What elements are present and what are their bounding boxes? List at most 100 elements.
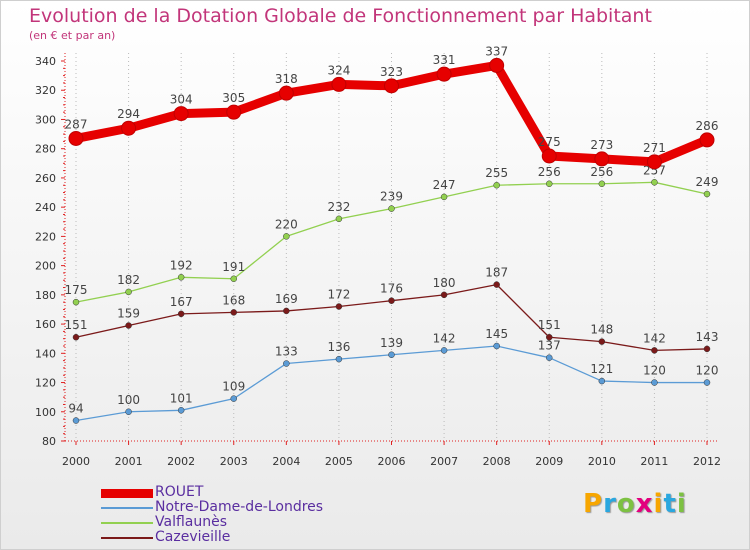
data-point [177,310,185,318]
data-label: 145 [485,327,508,341]
data-label: 94 [68,402,83,416]
data-label: 167 [170,295,193,309]
y-tick-label-220: 220 [35,230,56,243]
data-label: 294 [117,107,140,121]
data-point [546,180,553,188]
legend-label: Valflaunès [155,514,228,530]
legend-swatch [101,507,153,509]
data-point [72,417,80,424]
data-point [651,179,658,186]
data-point [177,407,185,414]
data-point [388,351,395,359]
data-label: 256 [538,165,561,179]
legend-label: ROUET [155,484,204,500]
data-label: 324 [327,63,350,77]
data-point [388,205,395,212]
data-label: 168 [222,293,245,307]
x-tick-label-2006: 2006 [378,455,406,468]
data-point [177,274,185,281]
data-label: 323 [380,65,403,79]
logo-letter: x [635,489,654,519]
data-label: 143 [696,330,719,344]
data-label: 136 [327,340,350,354]
data-point [440,193,448,201]
data-point [493,342,500,350]
y-tick-label-140: 140 [35,347,56,360]
data-point [125,322,132,329]
y-tick-label-200: 200 [35,260,56,273]
data-point [493,281,500,288]
data-label: 318 [275,72,298,86]
x-tick-label-2004: 2004 [272,455,300,468]
data-label: 169 [275,292,298,306]
legend-swatch [101,488,153,498]
y-tick-label-240: 240 [35,201,56,214]
data-label: 133 [275,345,298,359]
y-tick-label-340: 340 [35,55,56,68]
data-label: 256 [590,165,613,179]
data-point [546,354,553,361]
data-label: 109 [222,380,245,394]
data-point [283,307,290,315]
data-point [440,291,448,299]
data-label: 159 [117,307,140,321]
data-point [283,233,290,240]
data-label: 139 [380,336,403,350]
logo-letter: i [653,489,664,519]
series-valflaun-s: 175 182 192 191 220 232 239 247 255 256 256 257 249 [65,163,718,306]
data-point [283,360,290,367]
x-tick-label-2001: 2001 [115,455,143,468]
data-point [335,303,343,310]
data-point [72,333,80,341]
x-tick-label-2005: 2005 [325,455,353,468]
y-tick-label-80: 80 [42,435,56,448]
x-tick-label-2010: 2010 [588,455,616,468]
data-label: 172 [327,288,350,302]
data-label: 175 [65,283,88,297]
y-tick-label-260: 260 [35,172,56,185]
y-tick-label-100: 100 [35,406,56,419]
data-point [651,379,658,386]
data-point [230,275,237,283]
proxiti-logo: Proxiti [583,489,687,519]
data-label: 100 [117,393,140,407]
logo-letter: i [676,489,687,519]
data-point [173,106,189,122]
data-point [541,148,557,164]
data-point [489,57,505,73]
data-point [546,333,553,341]
data-point [598,180,606,188]
x-tick-label-2003: 2003 [220,455,248,468]
data-point [493,181,500,189]
x-tick-label-2012: 2012 [693,455,721,468]
data-label: 255 [485,166,508,180]
x-tick-label-2009: 2009 [535,455,563,468]
data-point [594,151,610,167]
data-label: 286 [696,119,719,133]
y-tick-label-280: 280 [35,143,56,156]
data-point [278,85,294,101]
data-label: 142 [433,331,456,345]
data-label: 187 [485,266,508,280]
logo-letter: r [603,489,617,519]
data-label: 101 [170,391,193,405]
data-label: 120 [643,364,666,378]
y-tick-label-300: 300 [35,113,56,126]
chart-subtitle: (en € et par an) [29,29,116,42]
data-label: 191 [222,260,245,274]
x-tick-label-2008: 2008 [483,455,511,468]
data-label: 239 [380,190,403,204]
data-label: 151 [538,318,561,332]
series-rouet: 287 294 304 305 318 324 323 331 337 275 273 271 286 [65,44,719,170]
data-point [226,104,242,120]
data-label: 220 [275,217,298,231]
logo-letter: o [616,489,636,519]
legend-label: Cazevieille [155,529,231,545]
data-label: 257 [643,163,666,177]
chart-title: Evolution de la Dotation Globale de Fonc… [29,5,652,27]
data-label: 121 [590,362,613,376]
data-label: 287 [65,117,88,131]
data-point [388,297,395,304]
